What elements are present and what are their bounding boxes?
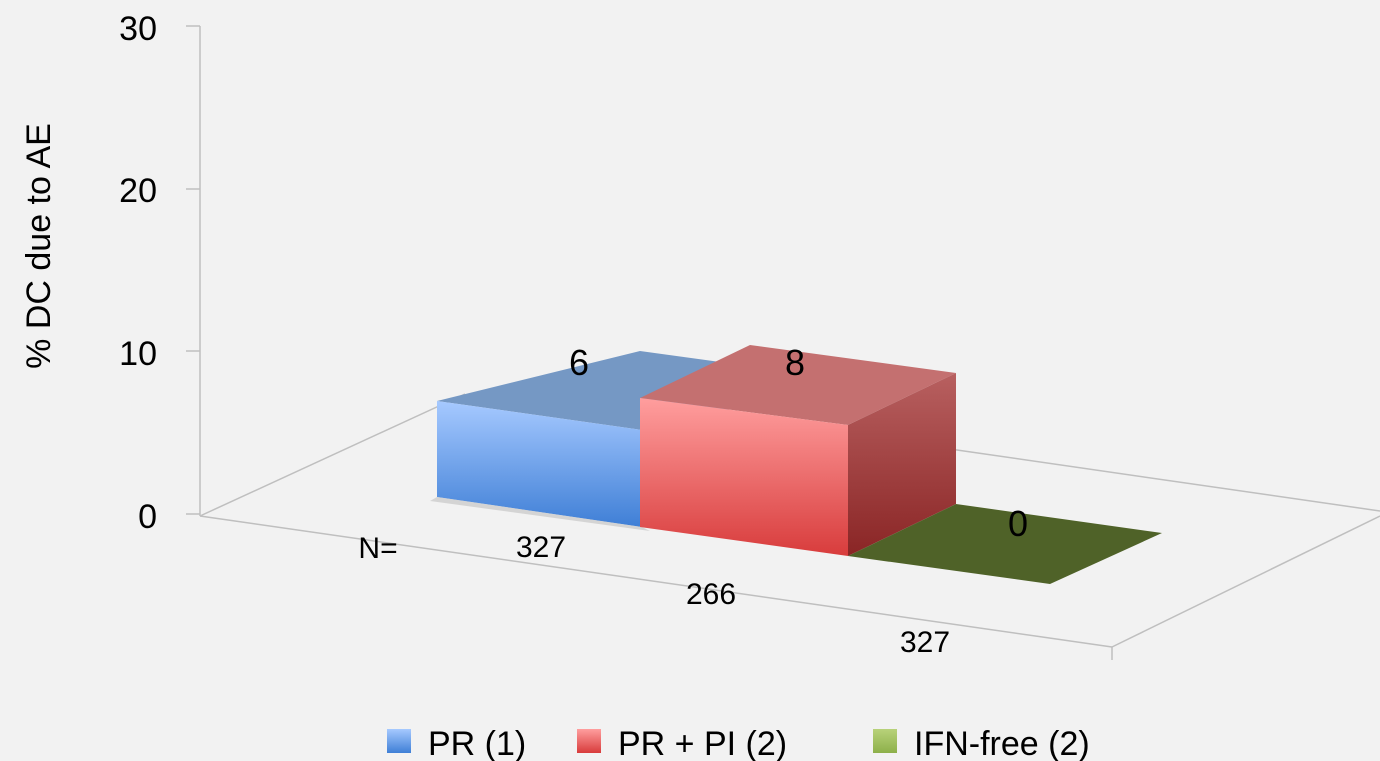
y-axis-title: % DC due to AE [20, 123, 58, 369]
bar-series-pr [430, 351, 852, 531]
floor-edge-far [949, 448, 1380, 512]
bar-series-ifn-free [848, 504, 1162, 584]
legend-swatch-pr-pi [577, 729, 601, 753]
data-label-pr-pi: 8 [785, 342, 805, 383]
y-tick-label: 10 [119, 335, 157, 373]
floor-edge-right [1111, 515, 1380, 648]
bar-top-pr-pi [640, 345, 956, 425]
legend-label-pr-pi: PR + PI (2) [618, 725, 787, 761]
bar-shadow-pr [430, 497, 650, 531]
legend: PR (1) PR + PI (2) IFN-free (2) [387, 725, 1090, 761]
floor-edge-back [199, 393, 466, 517]
legend-swatch-ifn-free [873, 729, 897, 753]
floor-edge-left [199, 515, 1113, 648]
n-label-pr: 327 [516, 531, 566, 564]
data-label-ifn-free: 0 [1008, 503, 1028, 544]
legend-label-ifn-free: IFN-free (2) [914, 725, 1090, 761]
n-prefix-label: N= [358, 532, 397, 565]
n-label-ifn-free: 327 [900, 626, 950, 659]
y-tick-label: 20 [119, 172, 157, 210]
y-tick-label: 30 [119, 10, 157, 48]
data-label-pr: 6 [569, 342, 589, 383]
y-tick-label: 0 [138, 498, 157, 536]
bar-front-pr [437, 401, 642, 527]
bar-side-pr-pi [848, 373, 956, 556]
bar-top-ifn-free [848, 504, 1162, 584]
y-axis: 30 20 10 0 % DC due to AE [20, 10, 201, 536]
bar-front-pr-pi [640, 398, 848, 556]
bar-series-pr-pi [640, 345, 956, 556]
floor [199, 393, 1380, 660]
legend-swatch-pr [387, 729, 411, 753]
n-label-pr-pi: 266 [686, 578, 736, 611]
legend-label-pr: PR (1) [428, 725, 526, 761]
